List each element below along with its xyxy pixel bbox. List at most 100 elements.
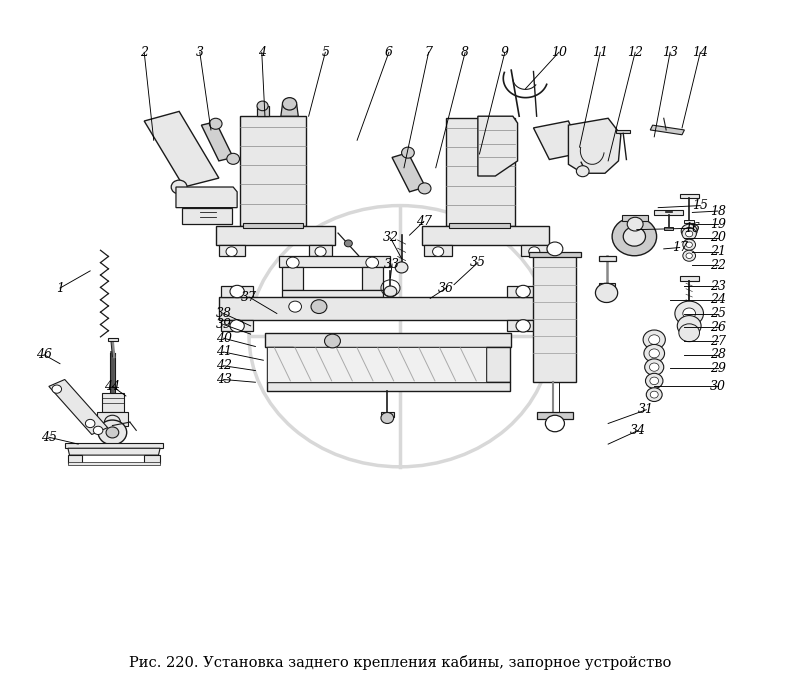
Polygon shape xyxy=(507,286,539,297)
Text: 3: 3 xyxy=(196,46,204,59)
Polygon shape xyxy=(182,208,231,224)
Text: 14: 14 xyxy=(692,46,708,59)
Polygon shape xyxy=(598,256,616,261)
Circle shape xyxy=(105,415,120,429)
Text: 45: 45 xyxy=(41,431,57,444)
Text: 26: 26 xyxy=(710,321,726,334)
Circle shape xyxy=(86,419,95,428)
Polygon shape xyxy=(683,304,695,308)
Circle shape xyxy=(311,300,327,313)
Polygon shape xyxy=(598,283,614,288)
Polygon shape xyxy=(534,121,582,159)
Text: 4: 4 xyxy=(258,46,266,59)
Polygon shape xyxy=(219,245,245,256)
Text: 16: 16 xyxy=(684,222,700,235)
Polygon shape xyxy=(685,220,694,222)
Circle shape xyxy=(227,153,239,164)
Circle shape xyxy=(344,240,352,247)
Circle shape xyxy=(686,253,692,258)
Circle shape xyxy=(646,388,662,401)
Circle shape xyxy=(644,344,665,362)
Polygon shape xyxy=(144,455,160,464)
Text: 15: 15 xyxy=(692,199,708,212)
Text: 33: 33 xyxy=(384,258,400,270)
Text: 18: 18 xyxy=(710,204,726,218)
Circle shape xyxy=(686,242,692,247)
Circle shape xyxy=(516,319,530,332)
Text: 25: 25 xyxy=(710,307,726,320)
Polygon shape xyxy=(266,346,293,383)
Circle shape xyxy=(106,427,118,438)
Polygon shape xyxy=(537,412,573,419)
Circle shape xyxy=(395,262,408,273)
Circle shape xyxy=(650,377,658,385)
Polygon shape xyxy=(486,346,510,383)
Circle shape xyxy=(325,334,341,348)
Circle shape xyxy=(433,247,444,256)
Circle shape xyxy=(650,391,658,398)
Circle shape xyxy=(595,283,618,303)
Text: 2: 2 xyxy=(140,46,148,59)
Circle shape xyxy=(686,227,693,234)
Polygon shape xyxy=(622,215,648,221)
Circle shape xyxy=(98,420,126,445)
Text: 29: 29 xyxy=(710,362,726,375)
Text: 30: 30 xyxy=(710,380,726,393)
Polygon shape xyxy=(422,226,550,245)
Text: 27: 27 xyxy=(710,335,726,347)
Circle shape xyxy=(546,415,565,432)
Circle shape xyxy=(289,301,302,312)
Circle shape xyxy=(282,98,297,110)
Circle shape xyxy=(646,374,663,389)
Circle shape xyxy=(683,250,695,261)
Text: 34: 34 xyxy=(630,424,646,437)
Text: 10: 10 xyxy=(551,46,567,59)
Text: 47: 47 xyxy=(416,215,432,228)
Polygon shape xyxy=(616,130,630,133)
Polygon shape xyxy=(362,267,382,290)
Circle shape xyxy=(257,101,268,111)
Text: 41: 41 xyxy=(216,346,232,358)
Circle shape xyxy=(286,257,299,268)
Text: 43: 43 xyxy=(216,373,232,386)
Text: 23: 23 xyxy=(710,279,726,292)
Polygon shape xyxy=(381,412,394,416)
Text: 19: 19 xyxy=(710,218,726,231)
Circle shape xyxy=(643,330,666,349)
Polygon shape xyxy=(257,106,269,116)
Polygon shape xyxy=(216,226,335,245)
Polygon shape xyxy=(664,227,674,229)
Circle shape xyxy=(645,359,664,376)
Polygon shape xyxy=(65,443,163,448)
Circle shape xyxy=(675,301,703,326)
Circle shape xyxy=(418,183,431,194)
Polygon shape xyxy=(144,112,219,187)
Text: 42: 42 xyxy=(216,359,232,372)
Text: 24: 24 xyxy=(710,293,726,306)
Polygon shape xyxy=(266,346,486,383)
Circle shape xyxy=(623,227,646,246)
Polygon shape xyxy=(97,412,128,426)
Polygon shape xyxy=(68,462,160,465)
Polygon shape xyxy=(569,119,621,173)
Circle shape xyxy=(230,319,244,332)
Circle shape xyxy=(650,363,659,371)
Text: 36: 36 xyxy=(438,281,454,295)
Text: 35: 35 xyxy=(470,256,486,269)
Polygon shape xyxy=(534,256,576,383)
Text: 21: 21 xyxy=(710,245,726,258)
Circle shape xyxy=(381,412,394,423)
Polygon shape xyxy=(478,116,518,176)
Circle shape xyxy=(529,247,540,256)
Circle shape xyxy=(576,166,589,177)
Polygon shape xyxy=(521,245,547,256)
Polygon shape xyxy=(49,380,108,435)
Polygon shape xyxy=(242,222,303,228)
Text: 46: 46 xyxy=(36,349,52,361)
Text: 6: 6 xyxy=(385,46,393,59)
Circle shape xyxy=(649,349,659,358)
Circle shape xyxy=(384,286,397,297)
Polygon shape xyxy=(266,383,510,391)
Circle shape xyxy=(649,335,660,344)
Circle shape xyxy=(682,227,696,240)
